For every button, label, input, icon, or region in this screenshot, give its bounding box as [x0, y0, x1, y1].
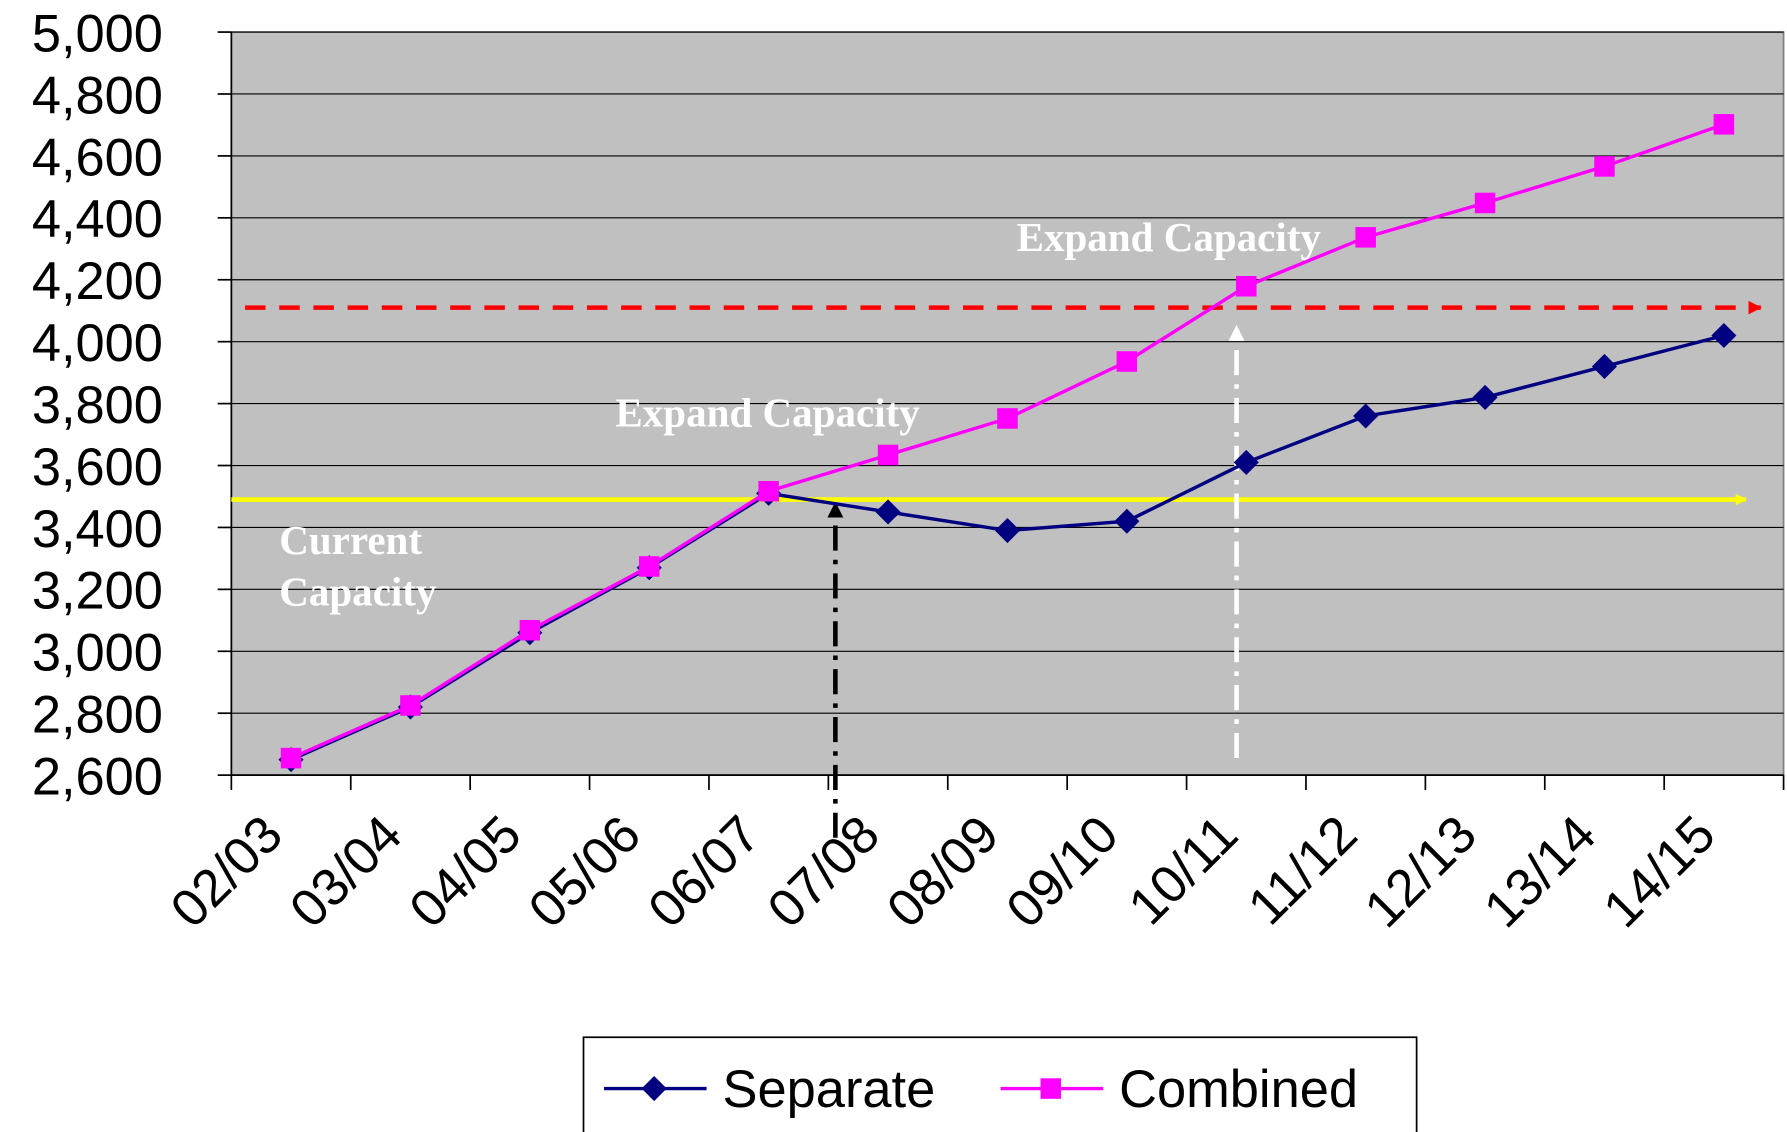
- marker: [1355, 227, 1376, 248]
- legend-box: [582, 1036, 1418, 1132]
- marker: [877, 444, 899, 466]
- marker: [1711, 322, 1737, 349]
- x-tick-label: 09/10: [996, 805, 1130, 939]
- x-tick-label: 08/09: [877, 805, 1011, 939]
- y-tick-label: 3,400: [32, 501, 163, 559]
- marker: [1233, 449, 1259, 475]
- y-tick-label: 4,200: [32, 253, 163, 311]
- marker: [758, 480, 779, 502]
- y-tick-label: 4,000: [32, 315, 163, 373]
- marker: [641, 1076, 667, 1102]
- marker: [639, 556, 660, 577]
- marker: [280, 747, 302, 769]
- marker: [1353, 403, 1379, 429]
- y-tick-label: 3,800: [32, 377, 163, 435]
- x-tick-label: 12/13: [1354, 805, 1488, 939]
- x-tick-label: 10/11: [1118, 805, 1249, 936]
- marker: [875, 499, 901, 525]
- y-tick-label: 3,600: [32, 439, 163, 497]
- annotation: Expand Capacity: [615, 389, 920, 436]
- y-tick-label: 5,000: [32, 5, 163, 63]
- marker: [997, 408, 1018, 429]
- y-tick-label: 3,000: [32, 625, 163, 683]
- y-tick-label: 4,800: [32, 67, 163, 125]
- y-tick-label: 2,800: [32, 687, 163, 745]
- annotation-text: Expand Capacity: [1016, 214, 1321, 260]
- x-tick-label: 14/15: [1593, 805, 1727, 939]
- x-tick-label: 03/04: [279, 805, 413, 939]
- marker: [519, 619, 541, 641]
- y-tick-label: 2,600: [32, 749, 163, 807]
- legend-label: Combined: [1119, 1061, 1358, 1119]
- x-tick-label: 07/08: [757, 805, 891, 939]
- marker: [1116, 351, 1138, 372]
- y-tick-label: 3,200: [32, 563, 163, 621]
- y-tick-label: 4,600: [32, 129, 163, 187]
- x-tick-label: 11/12: [1237, 805, 1368, 936]
- marker: [1040, 1078, 1062, 1099]
- marker: [1591, 353, 1618, 379]
- annotation-text: Expand Capacity: [615, 389, 920, 436]
- legend-label: Separate: [723, 1061, 936, 1119]
- marker: [1713, 114, 1735, 135]
- marker: [994, 518, 1021, 544]
- x-tick-label: 04/05: [399, 805, 533, 939]
- x-tick-label: 05/06: [518, 805, 652, 939]
- annotation: Current Capacity: [279, 517, 437, 615]
- marker: [1472, 384, 1498, 410]
- annotation: Expand Capacity: [1016, 214, 1321, 260]
- x-tick-label: 13/14: [1474, 805, 1608, 939]
- marker: [1594, 156, 1615, 177]
- annotation-text: Current Capacity: [279, 517, 437, 615]
- x-tick-label: 02/03: [160, 805, 294, 939]
- marker: [1474, 192, 1496, 214]
- marker: [1114, 508, 1140, 534]
- marker: [400, 695, 421, 716]
- x-tick-label: 06/07: [638, 805, 772, 939]
- y-tick-label: 4,400: [32, 191, 163, 249]
- marker: [1236, 275, 1257, 297]
